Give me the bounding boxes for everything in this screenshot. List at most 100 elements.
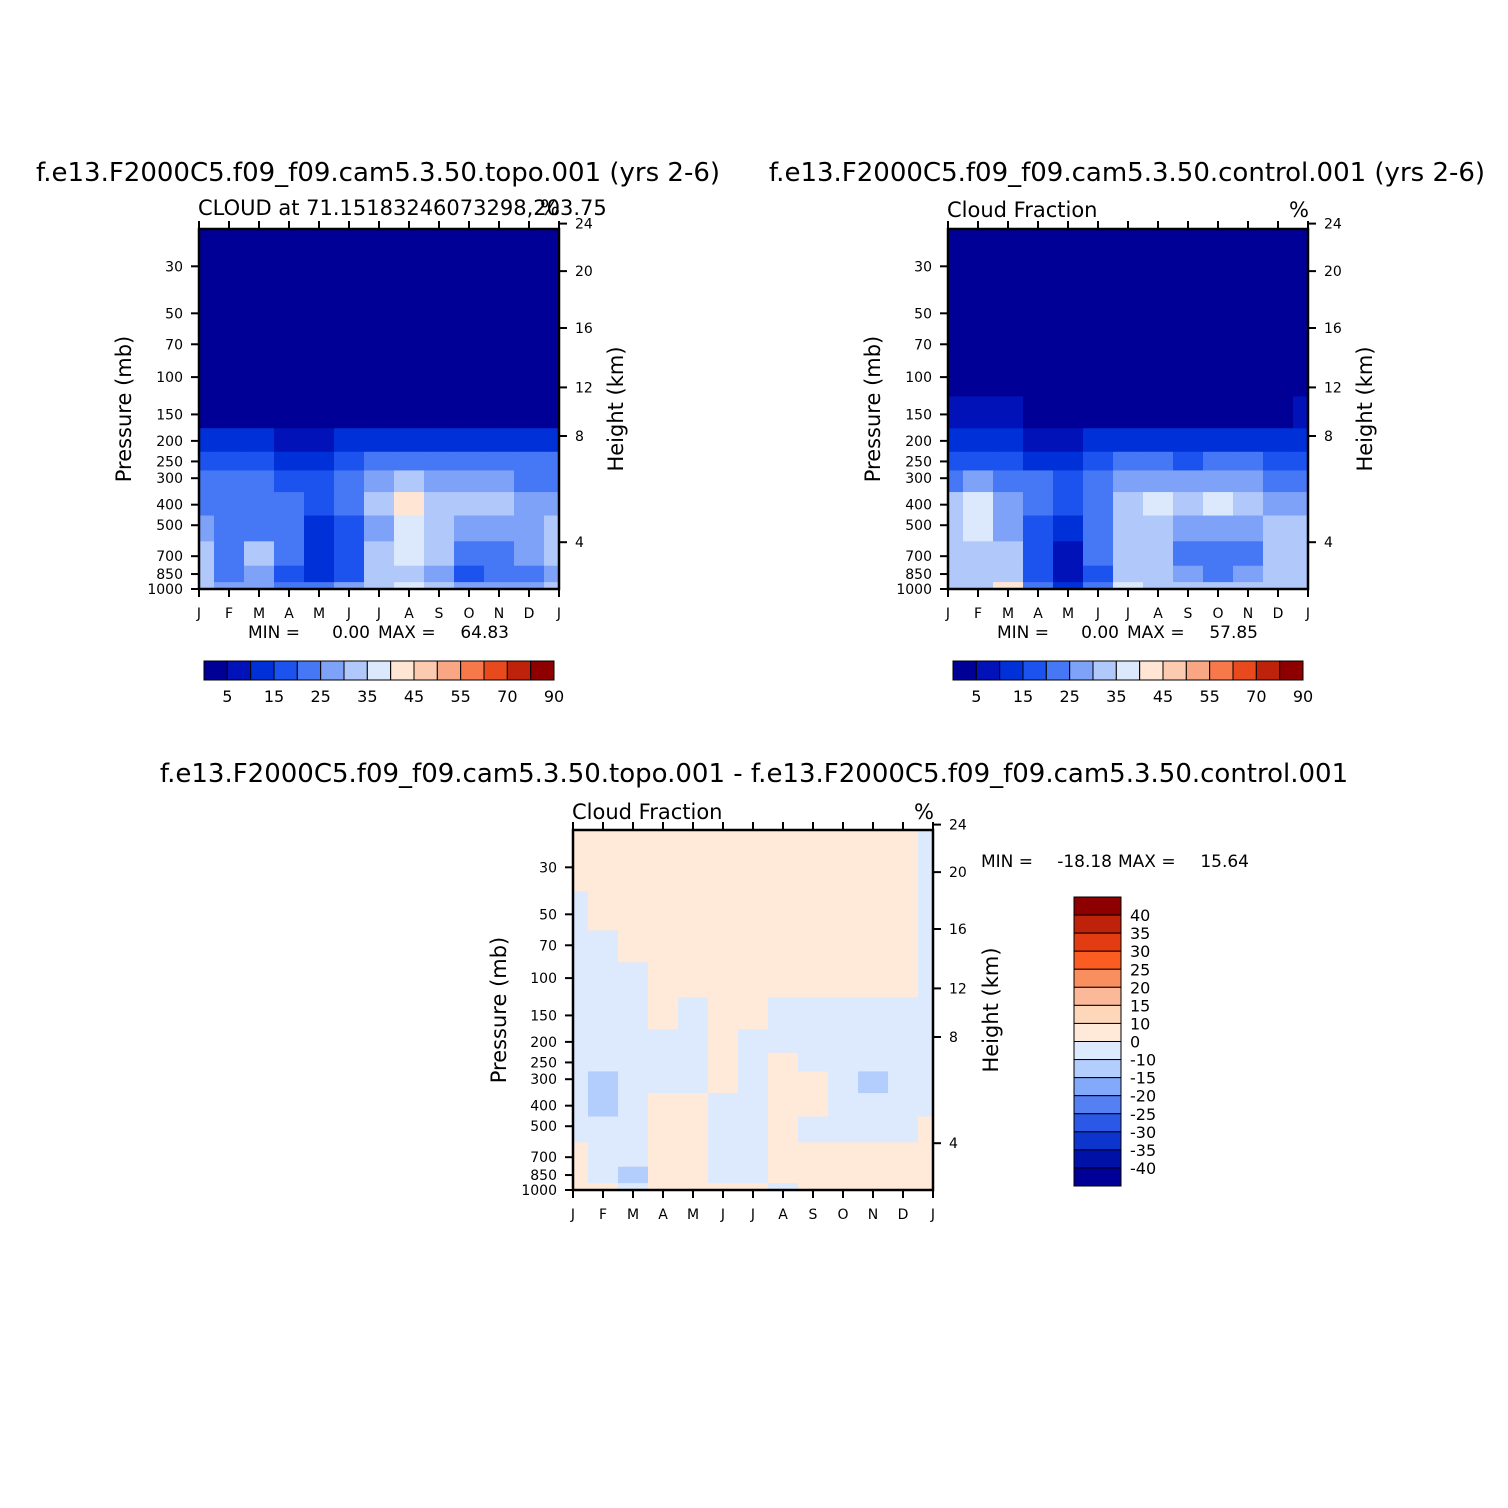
- colorbar-box: [413, 660, 438, 681]
- contour-cell: [544, 395, 560, 429]
- contour-cell: [304, 328, 335, 362]
- panel-title: f.e13.F2000C5.f09_f09.cam5.3.50.topo.001…: [160, 759, 1348, 789]
- contour-cell: [1113, 328, 1144, 362]
- colorbar-box: [366, 660, 392, 681]
- contour-cell: [1233, 289, 1264, 330]
- contour-cell: [214, 229, 245, 291]
- contour-cell: [1053, 427, 1084, 452]
- contour-cell: [454, 565, 485, 583]
- max-text: MAX =: [1127, 623, 1185, 643]
- plot-axes: J F M A M J J A S O N D J100085070050040030025020015…: [896, 217, 1342, 622]
- contour-cell: [1263, 360, 1294, 397]
- contour-cell: [648, 890, 679, 931]
- contour-cell: [588, 996, 619, 1030]
- contour-cell: [828, 1115, 859, 1143]
- y-tick-label: 300: [530, 1072, 557, 1088]
- contour-cell: [858, 929, 889, 963]
- x-tick-label: J: [720, 1207, 725, 1223]
- y-tick-label: 700: [156, 549, 183, 565]
- contour-cell: [963, 395, 994, 429]
- contour-cell: [573, 1070, 589, 1094]
- contour-cell: [214, 565, 245, 583]
- x-tick-label: M: [1002, 606, 1014, 622]
- contour-cell: [544, 451, 560, 471]
- y-tick-label: 500: [905, 518, 932, 534]
- contour-cell: [1113, 514, 1144, 542]
- contour-cell: [798, 1028, 829, 1053]
- x-tick-label: J: [570, 1207, 575, 1223]
- contour-cell: [888, 929, 919, 963]
- contour-cell: [618, 1115, 649, 1143]
- x-tick-label: S: [435, 606, 444, 622]
- y-tick-label: 50: [539, 907, 557, 923]
- x-tick-label: S: [1184, 606, 1193, 622]
- x-tick-label: A: [658, 1207, 668, 1223]
- contour-cell: [1173, 427, 1204, 452]
- contour-cell: [798, 1141, 829, 1167]
- contour-cell: [708, 961, 739, 998]
- contour-cell: [214, 469, 245, 493]
- contour-cell: [648, 1182, 679, 1191]
- right-tick-label: 16: [575, 321, 593, 337]
- contour-cell: [888, 1092, 919, 1117]
- contour-cell: [768, 996, 799, 1030]
- contour-cell: [1143, 581, 1174, 590]
- y-axis-label: Pressure (mb): [861, 336, 885, 483]
- contour-cell: [648, 1052, 679, 1072]
- x-tick-label: M: [627, 1207, 639, 1223]
- contour-cell: [1203, 328, 1234, 362]
- x-tick-label: O: [837, 1207, 848, 1223]
- right-tick-label: 24: [575, 217, 593, 233]
- contour-cell: [199, 395, 215, 429]
- colorbar-box: [1022, 660, 1047, 681]
- x-tick-label: A: [778, 1207, 788, 1223]
- contour-cell: [888, 1028, 919, 1053]
- contour-cell: [888, 1052, 919, 1072]
- contour-cell: [244, 540, 275, 566]
- x-tick-label: J: [1305, 606, 1310, 622]
- y-tick-label: 1000: [147, 582, 183, 598]
- contour-cell: [334, 540, 365, 566]
- contour-cell: [1083, 451, 1114, 471]
- contour-plot: [948, 229, 1309, 590]
- x-tick-label: J: [376, 606, 381, 622]
- colorbar-box: [273, 660, 298, 681]
- contour-cell: [1173, 581, 1204, 590]
- contour-cell: [708, 1028, 739, 1053]
- panel-subtitle: CLOUD at 71.15183246073298,203.75: [198, 196, 607, 220]
- contour-cell: [214, 360, 245, 397]
- x-tick-label: S: [809, 1207, 818, 1223]
- contour-cell: [573, 1052, 589, 1072]
- contour-cell: [828, 1182, 859, 1191]
- contour-cell: [618, 1070, 649, 1094]
- contour-cell: [334, 565, 365, 583]
- panel-difference: f.e13.F2000C5.f09_f09.cam5.3.50.topo.001…: [160, 759, 1348, 1223]
- colorbar-box: [1092, 660, 1117, 681]
- units-label: %: [540, 196, 560, 220]
- contour-cell: [1143, 395, 1174, 429]
- contour-cell: [1113, 565, 1144, 583]
- y-tick-label: 100: [530, 971, 557, 987]
- contour-cell: [618, 890, 649, 931]
- max-text: MAX =: [378, 623, 436, 643]
- contour-cell: [364, 491, 395, 516]
- contour-cell: [334, 581, 365, 590]
- contour-cell: [888, 1182, 919, 1191]
- contour-cell: [1053, 395, 1084, 429]
- contour-cell: [514, 395, 545, 429]
- contour-cell: [618, 996, 649, 1030]
- colorbar-box: [1073, 896, 1122, 916]
- right-tick-label: 4: [1324, 535, 1333, 551]
- panel-title: f.e13.F2000C5.f09_f09.cam5.3.50.topo.001…: [36, 158, 720, 188]
- y-axis-label: Pressure (mb): [112, 336, 136, 483]
- contour-cell: [588, 1028, 619, 1053]
- colorbar-label: 25: [1059, 687, 1079, 706]
- contour-cell: [963, 427, 994, 452]
- contour-cell: [1263, 491, 1294, 516]
- panel-subtitle: Cloud Fraction: [947, 198, 1098, 222]
- y-tick-label: 850: [905, 567, 932, 583]
- min-value: -18.18: [1057, 852, 1112, 872]
- contour-cell: [963, 451, 994, 471]
- contour-cell: [1053, 360, 1084, 397]
